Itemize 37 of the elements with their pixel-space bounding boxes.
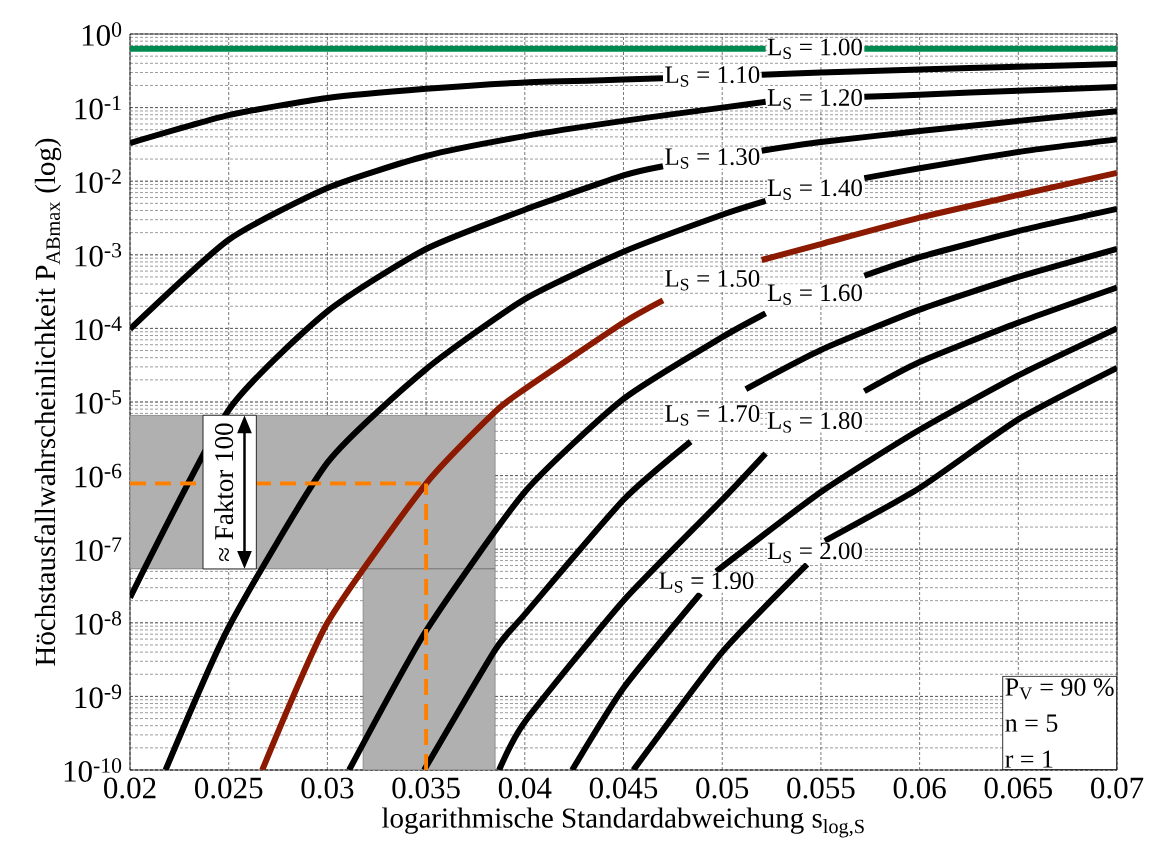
annotation: P$_{V}$ = 90 % — [1005, 678, 1114, 700]
series-label: L$_{S}$ = 1.30 — [665, 148, 760, 169]
y-tick-label: 10$^{-9}$ — [75, 684, 122, 709]
y-tick-label: 10$^{-1}$ — [75, 95, 121, 120]
x-tick-label: 0.05 — [696, 777, 749, 799]
x-tick-label: 0.045 — [589, 777, 658, 799]
y-tick-label: 10$^{-5}$ — [75, 390, 122, 414]
x-tick-label: 0.04 — [498, 777, 552, 799]
series-label: L$_{S}$ = 1.20 — [767, 89, 862, 110]
series-label: L$_{S}$ = 1.10 — [665, 66, 760, 87]
x-tick-label: 0.025 — [195, 777, 263, 799]
series-label: L$_{S}$ = 1.00 — [767, 38, 862, 60]
x-tick-label: 0.065 — [984, 777, 1052, 799]
series-label: L$_{S}$ = 2.00 — [767, 542, 862, 563]
series-label: L$_{S}$ = 1.90 — [659, 572, 754, 593]
y-tick-label: 10$^{-4}$ — [75, 316, 122, 341]
series-label: L$_{S}$ = 1.50 — [665, 269, 760, 291]
x-tick-label: 0.055 — [787, 777, 855, 799]
annotation: r = 1 — [1005, 750, 1053, 768]
y-tick-label: 10$^{-2}$ — [75, 169, 121, 194]
series-label: L$_{S}$ = 1.80 — [767, 412, 862, 433]
y-tick-label: 10$^{-6}$ — [75, 463, 122, 488]
y-axis-title: Höchstausfallwahrscheinlichkeit P$_{ABmax}$ (log) — [34, 138, 62, 666]
series-label: L$_{S}$ = 1.60 — [767, 284, 862, 305]
x-tick-label: 0.035 — [392, 777, 460, 799]
series-label: L$_{S}$ = 1.40 — [767, 179, 862, 200]
x-axis-title: logarithmische Standardabweichung s$_{log,S}$ — [382, 807, 864, 838]
x-tick-label: 0.03 — [301, 777, 354, 799]
annotation: n = 5 — [1005, 714, 1058, 732]
y-tick-label: 10$^{-7}$ — [75, 537, 122, 561]
x-tick-label: 0.07 — [1091, 777, 1144, 799]
annotation: ≈ Faktor 100 — [214, 423, 234, 561]
series-label: L$_{S}$ = 1.70 — [665, 405, 760, 426]
x-tick-label: 0.06 — [893, 777, 946, 799]
y-tick-label: 10$^{0}$ — [82, 22, 122, 46]
y-tick-label: 10$^{-3}$ — [75, 242, 122, 267]
y-tick-label: 10$^{-8}$ — [75, 610, 122, 635]
